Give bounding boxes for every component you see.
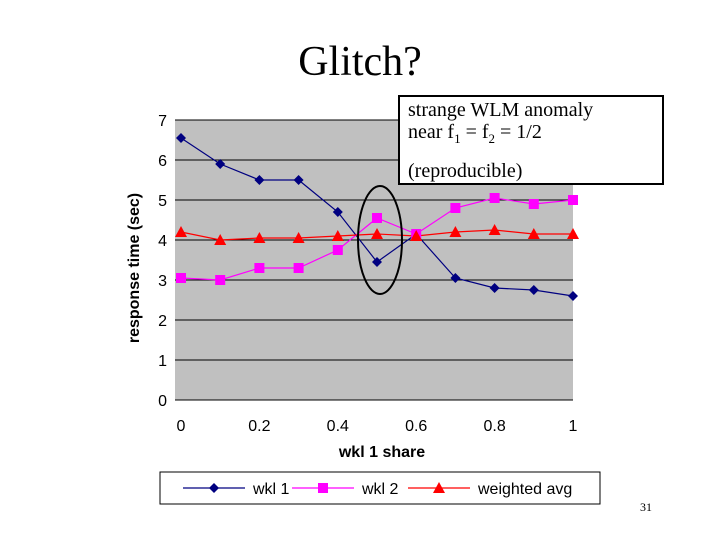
data-point xyxy=(293,175,304,185)
anomaly-circle xyxy=(357,185,403,295)
callout-line-2: near f1 = f2 = 1/2 xyxy=(408,121,542,146)
data-point xyxy=(331,230,344,241)
data-point xyxy=(175,226,187,237)
legend-marker xyxy=(209,483,219,493)
y-axis-label: response time (sec) xyxy=(126,193,143,343)
data-point xyxy=(176,133,186,143)
data-point xyxy=(176,273,186,283)
data-point xyxy=(528,199,539,209)
data-point xyxy=(332,207,343,217)
data-point xyxy=(527,228,540,239)
data-point xyxy=(488,224,501,235)
callout-line-1: strange WLM anomaly xyxy=(408,99,594,121)
y-tick-label: 4 xyxy=(158,233,167,250)
legend-label: wkl 1 xyxy=(252,481,290,498)
y-tick-label: 6 xyxy=(158,153,167,170)
data-point xyxy=(372,213,382,223)
data-point xyxy=(567,228,579,239)
page-number: 31 xyxy=(640,500,652,514)
legend-marker xyxy=(433,482,445,493)
y-tick-label: 0 xyxy=(158,393,167,410)
anomaly-callout: strange WLM anomaly near f1 = f2 = 1/2 (… xyxy=(398,95,664,185)
data-point xyxy=(371,228,383,239)
data-point xyxy=(215,159,226,169)
data-point xyxy=(450,203,461,213)
data-point xyxy=(214,234,227,245)
data-point xyxy=(372,257,382,267)
data-point xyxy=(568,195,578,205)
data-point xyxy=(215,275,226,285)
x-tick-label: 0.2 xyxy=(248,418,270,435)
slide-title: Glitch? xyxy=(298,39,422,85)
data-point xyxy=(489,283,500,293)
x-tick-label: 0.6 xyxy=(405,418,427,435)
x-tick-label: 0 xyxy=(177,418,186,435)
y-tick-label: 3 xyxy=(158,273,167,290)
legend-label: wkl 2 xyxy=(361,481,399,498)
x-tick-label: 0.4 xyxy=(327,418,349,435)
callout-line-3: (reproducible) xyxy=(408,160,523,182)
x-tick-label: 1 xyxy=(569,418,578,435)
x-tick-label: 0.8 xyxy=(483,418,505,435)
data-point xyxy=(450,273,461,283)
data-point xyxy=(332,245,343,255)
data-point xyxy=(293,263,304,273)
data-point xyxy=(528,285,539,295)
y-tick-label: 1 xyxy=(158,353,167,370)
data-point xyxy=(292,232,305,243)
y-tick-label: 5 xyxy=(158,193,167,210)
data-point xyxy=(254,263,265,273)
data-point xyxy=(410,230,423,241)
data-point xyxy=(568,291,578,301)
data-point xyxy=(253,232,266,243)
y-tick-label: 2 xyxy=(158,313,167,330)
legend-label: weighted avg xyxy=(477,481,572,498)
legend-marker xyxy=(318,483,328,493)
data-point xyxy=(489,193,500,203)
data-point xyxy=(254,175,265,185)
y-tick-label: 7 xyxy=(158,113,167,130)
x-axis-label: wkl 1 share xyxy=(338,444,425,461)
data-point xyxy=(449,226,462,237)
legend: wkl 1 wkl 2 weighted avg xyxy=(159,471,601,505)
